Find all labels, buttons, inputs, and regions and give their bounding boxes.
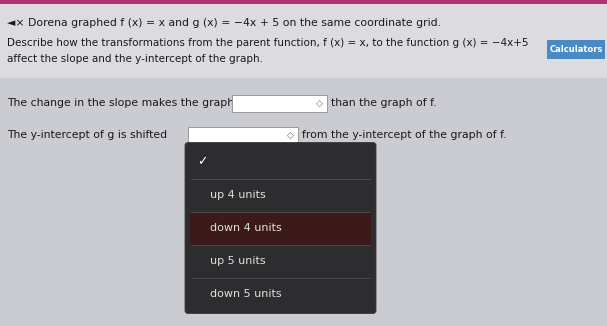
- Text: ✓: ✓: [197, 156, 207, 169]
- FancyBboxPatch shape: [0, 78, 607, 326]
- Text: Describe how the transformations from the parent function, f (x) = x, to the fun: Describe how the transformations from th…: [7, 38, 529, 48]
- Text: down 5 units: down 5 units: [210, 289, 282, 299]
- FancyBboxPatch shape: [0, 4, 607, 78]
- Text: up 4 units: up 4 units: [210, 190, 266, 200]
- Text: down 4 units: down 4 units: [210, 223, 282, 233]
- Text: ◄× Dorena graphed f (x) = x and g (x) = −4x + 5 on the same coordinate grid.: ◄× Dorena graphed f (x) = x and g (x) = …: [7, 18, 441, 28]
- Text: ◇: ◇: [316, 98, 322, 108]
- FancyBboxPatch shape: [185, 142, 376, 314]
- FancyBboxPatch shape: [232, 95, 327, 111]
- FancyBboxPatch shape: [0, 0, 607, 4]
- Text: ◇: ◇: [287, 130, 293, 140]
- Text: than the graph of f.: than the graph of f.: [331, 98, 436, 108]
- Text: The y-intercept of g is shifted: The y-intercept of g is shifted: [7, 130, 167, 140]
- FancyBboxPatch shape: [547, 40, 605, 59]
- Text: up 5 units: up 5 units: [210, 256, 266, 266]
- Text: affect the slope and the y-intercept of the graph.: affect the slope and the y-intercept of …: [7, 54, 263, 64]
- FancyBboxPatch shape: [188, 126, 298, 143]
- Text: The change in the slope makes the graph of g: The change in the slope makes the graph …: [7, 98, 259, 108]
- FancyBboxPatch shape: [190, 213, 371, 244]
- Text: from the y-intercept of the graph of f.: from the y-intercept of the graph of f.: [302, 130, 507, 140]
- Text: Calculators: Calculators: [549, 46, 603, 54]
